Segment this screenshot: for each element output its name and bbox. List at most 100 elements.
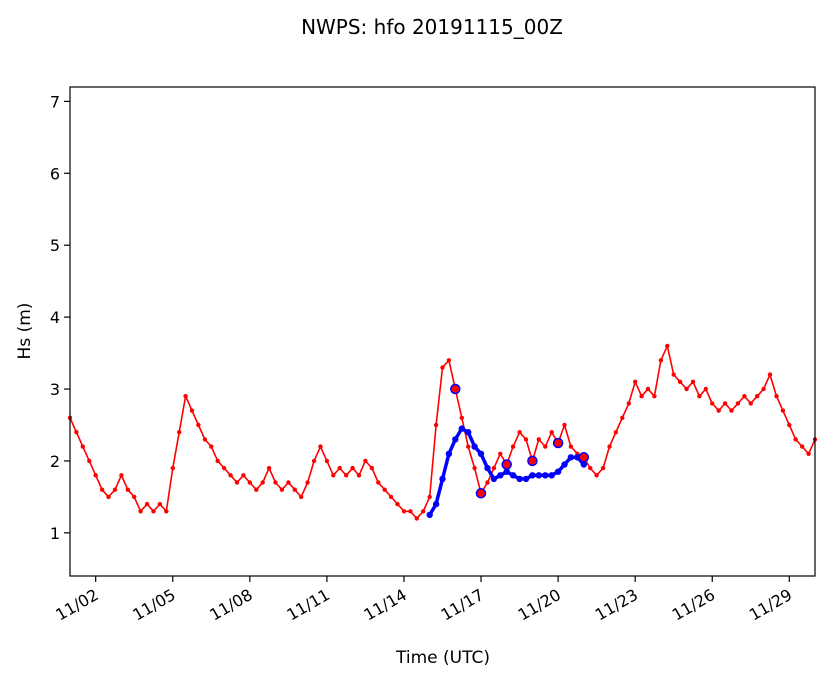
series-0-point-46 [363, 458, 368, 464]
y-axis-label: Hs (m) [15, 303, 35, 360]
plot-area [70, 87, 815, 576]
series-0-point-31 [266, 465, 272, 471]
series-0-point-69 [510, 444, 516, 449]
y-tick-label-3: 4 [50, 308, 60, 327]
series-0-point-54 [414, 516, 419, 521]
x-tick-label-2: 11/08 [206, 585, 255, 625]
series-0-point-98 [697, 394, 702, 399]
series-0-point-5 [99, 487, 105, 492]
series-0-point-43 [344, 473, 349, 478]
plot-frame [69, 86, 816, 577]
series-0-point-93 [665, 343, 670, 349]
series-1-point-4 [452, 436, 459, 443]
series-1-point-14 [516, 475, 523, 483]
series-0-point-49 [382, 487, 387, 492]
series-0-point-52 [401, 509, 407, 514]
series-0-point-17 [177, 430, 182, 435]
x-tick-label-0: 11/02 [52, 585, 101, 625]
series-1-point-22 [567, 454, 575, 461]
series-0-point-36 [299, 494, 304, 500]
series-0-point-103 [729, 408, 734, 413]
series-0-point-23 [215, 458, 220, 464]
x-tick-label-6: 11/20 [515, 585, 564, 625]
series-0-point-7 [112, 487, 118, 492]
series-0-point-38 [311, 458, 317, 464]
series-0-point-20 [196, 422, 201, 428]
series-0-point-33 [279, 487, 285, 492]
x-tick-label-3: 11/11 [283, 585, 332, 625]
observation-marker-3 [527, 455, 538, 467]
observation-marker-5 [578, 452, 590, 463]
series-0-point-55 [421, 509, 426, 514]
series-0-point-45 [356, 473, 362, 478]
series-0-point-107 [755, 394, 760, 399]
series-1-point-16 [529, 472, 536, 479]
series-1-point-17 [535, 472, 542, 479]
series-0-point-88 [633, 379, 638, 384]
series-0-point-86 [620, 415, 625, 420]
series-0-point-56 [427, 494, 432, 500]
observation-marker-4 [552, 437, 564, 449]
y-tick-label-4: 5 [50, 236, 60, 255]
series-0-point-28 [247, 480, 252, 485]
observation-marker-1 [475, 488, 487, 499]
series-0-point-115 [806, 451, 811, 456]
series-0-point-101 [716, 408, 721, 413]
series-1-point-9 [484, 464, 491, 472]
series-0-point-32 [273, 480, 278, 485]
series-1-point-18 [542, 472, 549, 479]
series-0-point-50 [388, 494, 394, 500]
observation-markers [450, 383, 590, 499]
series-0-point-66 [491, 465, 497, 471]
series-0-point-1 [74, 430, 79, 435]
series-0-point-2 [80, 444, 86, 449]
series-0-point-37 [305, 480, 310, 485]
series-0-point-111 [780, 408, 786, 413]
series-0-point-13 [151, 509, 156, 514]
series-0-point-41 [331, 473, 336, 478]
y-tick-label-1: 2 [50, 452, 60, 471]
series-0-point-9 [125, 487, 130, 492]
series-group [67, 343, 818, 521]
series-0-point-65 [485, 480, 490, 485]
y-tick-label-5: 6 [50, 164, 60, 183]
series-0-point-105 [742, 394, 747, 399]
series-0-point-77 [562, 422, 567, 428]
series-0-point-29 [254, 487, 259, 492]
x-tick-label-5: 11/17 [438, 585, 487, 625]
series-0-point-94 [671, 372, 676, 377]
series-1-point-5 [458, 425, 465, 432]
series-1-point-24 [580, 461, 587, 468]
series-0-point-97 [690, 379, 696, 384]
x-tick-label-4: 11/14 [361, 585, 410, 625]
series-0-point-89 [639, 394, 644, 399]
series-1-point-11 [497, 472, 504, 479]
series-0-point-57 [433, 422, 439, 428]
series-1-point-12 [503, 468, 510, 475]
series-0-point-27 [241, 473, 246, 478]
chart-title: NWPS: hfo 20191115_00Z [301, 15, 563, 39]
series-0-point-3 [87, 458, 92, 464]
series-0-point-114 [800, 444, 805, 449]
series-0-point-78 [568, 444, 574, 449]
series-0-point-59 [446, 358, 452, 363]
series-1-point-15 [522, 475, 530, 483]
series-0-point-90 [645, 386, 651, 392]
y-tick-label-6: 7 [50, 92, 60, 111]
series-0-point-71 [523, 437, 529, 442]
series-0-point-67 [498, 451, 503, 456]
series-0-point-113 [793, 437, 798, 442]
series-0-point-26 [234, 480, 240, 485]
series-0-point-99 [703, 386, 708, 392]
series-1-point-20 [554, 468, 562, 475]
series-0-point-21 [202, 437, 208, 442]
series-0-point-75 [549, 430, 554, 435]
series-1-point-8 [477, 450, 485, 457]
series-0-point-58 [440, 365, 445, 370]
series-0-point-108 [761, 386, 766, 392]
series-0-point-110 [774, 394, 779, 399]
series-0-point-62 [466, 444, 471, 449]
series-0-point-106 [748, 401, 753, 406]
